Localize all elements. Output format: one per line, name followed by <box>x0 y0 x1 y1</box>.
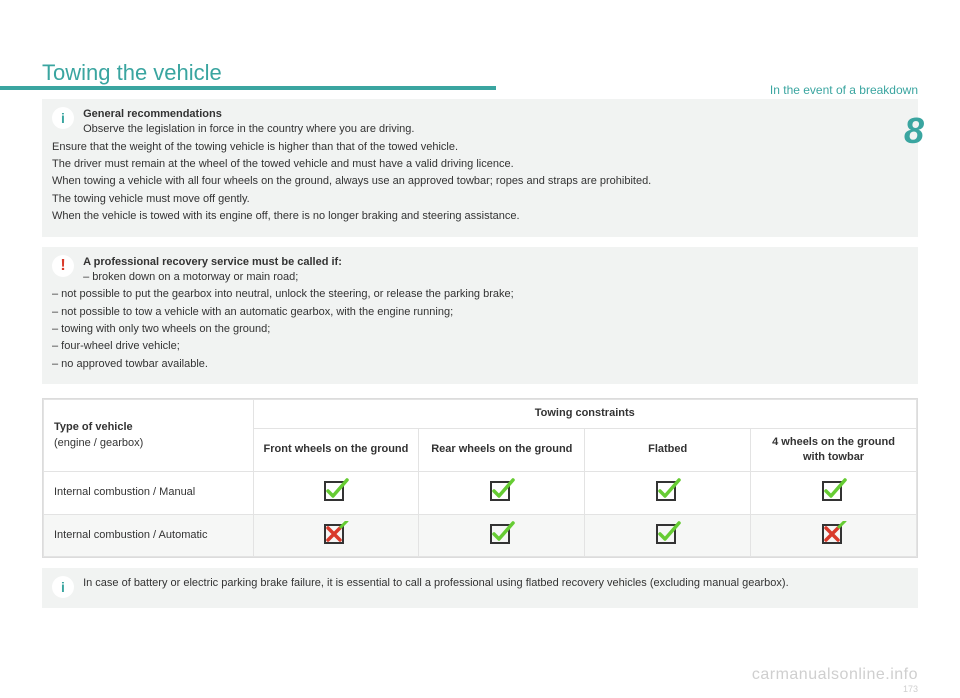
check-icon <box>489 478 515 502</box>
warn-line1: – broken down on a motorway or main road… <box>83 271 298 283</box>
check-icon <box>489 521 515 545</box>
check-icon <box>821 478 847 502</box>
constraints-header: Towing constraints <box>253 400 916 428</box>
info-line1: Observe the legislation in force in the … <box>83 123 414 135</box>
table-header-row-1: Type of vehicle (engine / gearbox) Towin… <box>44 400 917 428</box>
info-icon: i <box>52 107 74 129</box>
col-header: Front wheels on the ground <box>253 428 419 472</box>
cell-cross <box>751 514 917 556</box>
info-box-battery: i In case of battery or electric parking… <box>42 568 918 608</box>
warn-line: – towing with only two wheels on the gro… <box>52 322 908 337</box>
cell-check <box>585 472 751 514</box>
table-row: Internal combustion / Manual <box>44 472 917 514</box>
watermark: carmanualsonline.info <box>752 664 918 686</box>
col-header: Rear wheels on the ground <box>419 428 585 472</box>
type-sub: (engine / gearbox) <box>54 437 143 449</box>
warn-line: – no approved towbar available. <box>52 357 908 372</box>
check-icon <box>655 478 681 502</box>
table-row: Internal combustion / Automatic <box>44 514 917 556</box>
cell-cross <box>253 514 419 556</box>
cross-icon <box>821 521 847 545</box>
type-label: Type of vehicle <box>54 421 133 433</box>
warn-line: – not possible to tow a vehicle with an … <box>52 305 908 320</box>
check-icon <box>323 478 349 502</box>
info-rest: Ensure that the weight of the towing veh… <box>52 140 908 225</box>
info-icon: i <box>52 576 74 598</box>
check-icon <box>655 521 681 545</box>
page-number: 173 <box>903 683 918 696</box>
row-label: Internal combustion / Automatic <box>44 514 254 556</box>
warn-heading: A professional recovery service must be … <box>83 256 342 268</box>
warn-rest: – not possible to put the gearbox into n… <box>52 287 908 372</box>
info-heading: General recommendations <box>83 108 222 120</box>
accent-bar <box>0 86 496 90</box>
info-box-general: i General recommendations Observe the le… <box>42 99 918 237</box>
cell-check <box>419 472 585 514</box>
warning-icon: ! <box>52 255 74 277</box>
info2-text: In case of battery or electric parking b… <box>83 576 905 591</box>
col-header: 4 wheels on the ground with towbar <box>751 428 917 472</box>
type-header: Type of vehicle (engine / gearbox) <box>44 400 254 472</box>
info-line: When the vehicle is towed with its engin… <box>52 209 908 224</box>
breadcrumb: In the event of a breakdown <box>770 82 918 99</box>
info-line: When towing a vehicle with all four whee… <box>52 174 908 189</box>
info-line: Ensure that the weight of the towing veh… <box>52 140 908 155</box>
row-label: Internal combustion / Manual <box>44 472 254 514</box>
warn-line: – not possible to put the gearbox into n… <box>52 287 908 302</box>
warn-first-lines: A professional recovery service must be … <box>83 255 905 286</box>
info-first-lines: General recommendations Observe the legi… <box>83 107 905 138</box>
info-line: The driver must remain at the wheel of t… <box>52 157 908 172</box>
cell-check <box>751 472 917 514</box>
towing-table: Type of vehicle (engine / gearbox) Towin… <box>42 398 918 558</box>
cross-icon <box>323 521 349 545</box>
warning-box: ! A professional recovery service must b… <box>42 247 918 385</box>
warn-line: – four-wheel drive vehicle; <box>52 339 908 354</box>
cell-check <box>419 514 585 556</box>
page-root: In the event of a breakdown 8 Towing the… <box>0 58 960 698</box>
col-header: Flatbed <box>585 428 751 472</box>
cell-check <box>585 514 751 556</box>
cell-check <box>253 472 419 514</box>
info-line: The towing vehicle must move off gently. <box>52 192 908 207</box>
chapter-number: 8 <box>904 106 924 156</box>
